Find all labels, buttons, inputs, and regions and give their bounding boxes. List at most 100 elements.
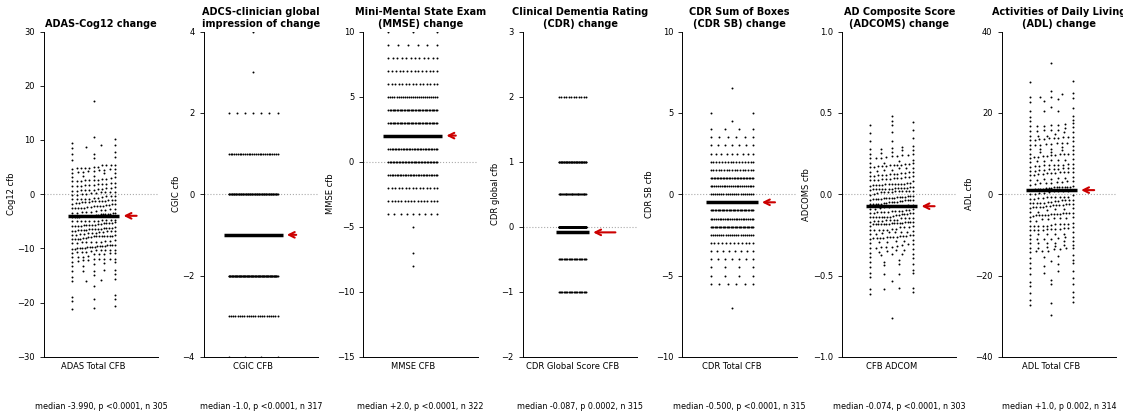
Point <box>886 188 904 195</box>
Point <box>1039 211 1057 218</box>
Point <box>861 196 879 203</box>
Point <box>722 223 740 230</box>
Point <box>392 93 410 100</box>
Point <box>710 191 728 198</box>
Point <box>904 134 922 141</box>
Point <box>398 119 416 126</box>
Point <box>894 232 912 239</box>
Point <box>244 150 262 157</box>
Point <box>263 191 281 198</box>
Point <box>67 165 85 172</box>
Point <box>883 199 901 205</box>
Point <box>1032 200 1050 206</box>
Point <box>428 145 446 152</box>
Point <box>267 232 285 238</box>
Point <box>565 256 583 263</box>
Point <box>736 232 754 238</box>
Point <box>74 253 92 260</box>
Point <box>402 171 420 178</box>
Point <box>391 171 409 178</box>
Point <box>416 93 433 100</box>
Point <box>1047 205 1065 212</box>
Point <box>95 232 113 239</box>
Point <box>81 244 99 250</box>
Point <box>566 223 584 230</box>
Point <box>572 191 590 198</box>
Point <box>745 199 763 205</box>
Point <box>76 177 94 184</box>
Point <box>567 223 585 230</box>
Point <box>877 217 895 224</box>
Point <box>246 191 264 198</box>
Point <box>422 210 440 217</box>
Point <box>232 232 250 238</box>
Point <box>877 153 895 160</box>
Point <box>63 262 81 269</box>
Point <box>392 145 410 152</box>
Point <box>725 223 743 230</box>
Point <box>706 175 724 181</box>
Point <box>904 164 922 171</box>
Point <box>412 159 430 165</box>
Point <box>1063 229 1081 235</box>
Point <box>560 191 578 198</box>
Point <box>1063 113 1081 120</box>
Point <box>554 159 572 165</box>
Point <box>730 264 748 271</box>
Point <box>390 171 408 178</box>
Point <box>865 210 883 216</box>
Point <box>563 159 581 165</box>
Point <box>428 93 446 100</box>
Point <box>904 193 922 199</box>
Point <box>409 171 427 178</box>
Point <box>876 261 894 268</box>
Point <box>745 110 763 116</box>
Point <box>1041 203 1059 209</box>
Point <box>385 159 403 165</box>
Point <box>556 223 574 230</box>
Point <box>554 288 572 295</box>
Point <box>99 242 117 249</box>
Point <box>416 119 433 126</box>
Point <box>380 119 398 126</box>
Point <box>419 145 437 152</box>
Point <box>257 191 275 198</box>
Point <box>1049 175 1067 181</box>
Point <box>896 174 914 181</box>
Point <box>729 175 747 181</box>
Point <box>554 223 572 230</box>
Point <box>880 220 898 227</box>
Point <box>570 223 588 230</box>
Point <box>555 223 573 230</box>
Point <box>86 221 104 228</box>
Point <box>390 106 408 113</box>
Point <box>720 223 738 230</box>
Point <box>390 93 408 100</box>
Point <box>873 217 891 224</box>
Point <box>106 246 124 253</box>
Point <box>553 288 570 295</box>
Point <box>235 272 253 279</box>
Point <box>575 288 593 295</box>
Point <box>268 150 286 157</box>
Point <box>564 223 582 230</box>
Point <box>266 272 284 279</box>
Point <box>875 200 893 207</box>
Point <box>572 191 590 198</box>
Point <box>1042 152 1060 159</box>
Point <box>262 232 280 238</box>
Point <box>239 232 257 238</box>
Point <box>1024 204 1042 211</box>
Point <box>567 223 585 230</box>
Point <box>79 244 97 251</box>
Point <box>1037 141 1054 148</box>
Point <box>89 164 107 170</box>
Point <box>732 248 750 254</box>
Point <box>554 223 572 230</box>
Y-axis label: CDR SB cfb: CDR SB cfb <box>646 171 655 218</box>
Point <box>63 183 81 190</box>
Point <box>235 232 253 238</box>
Point <box>427 145 445 152</box>
Point <box>562 223 579 230</box>
Point <box>563 223 581 230</box>
